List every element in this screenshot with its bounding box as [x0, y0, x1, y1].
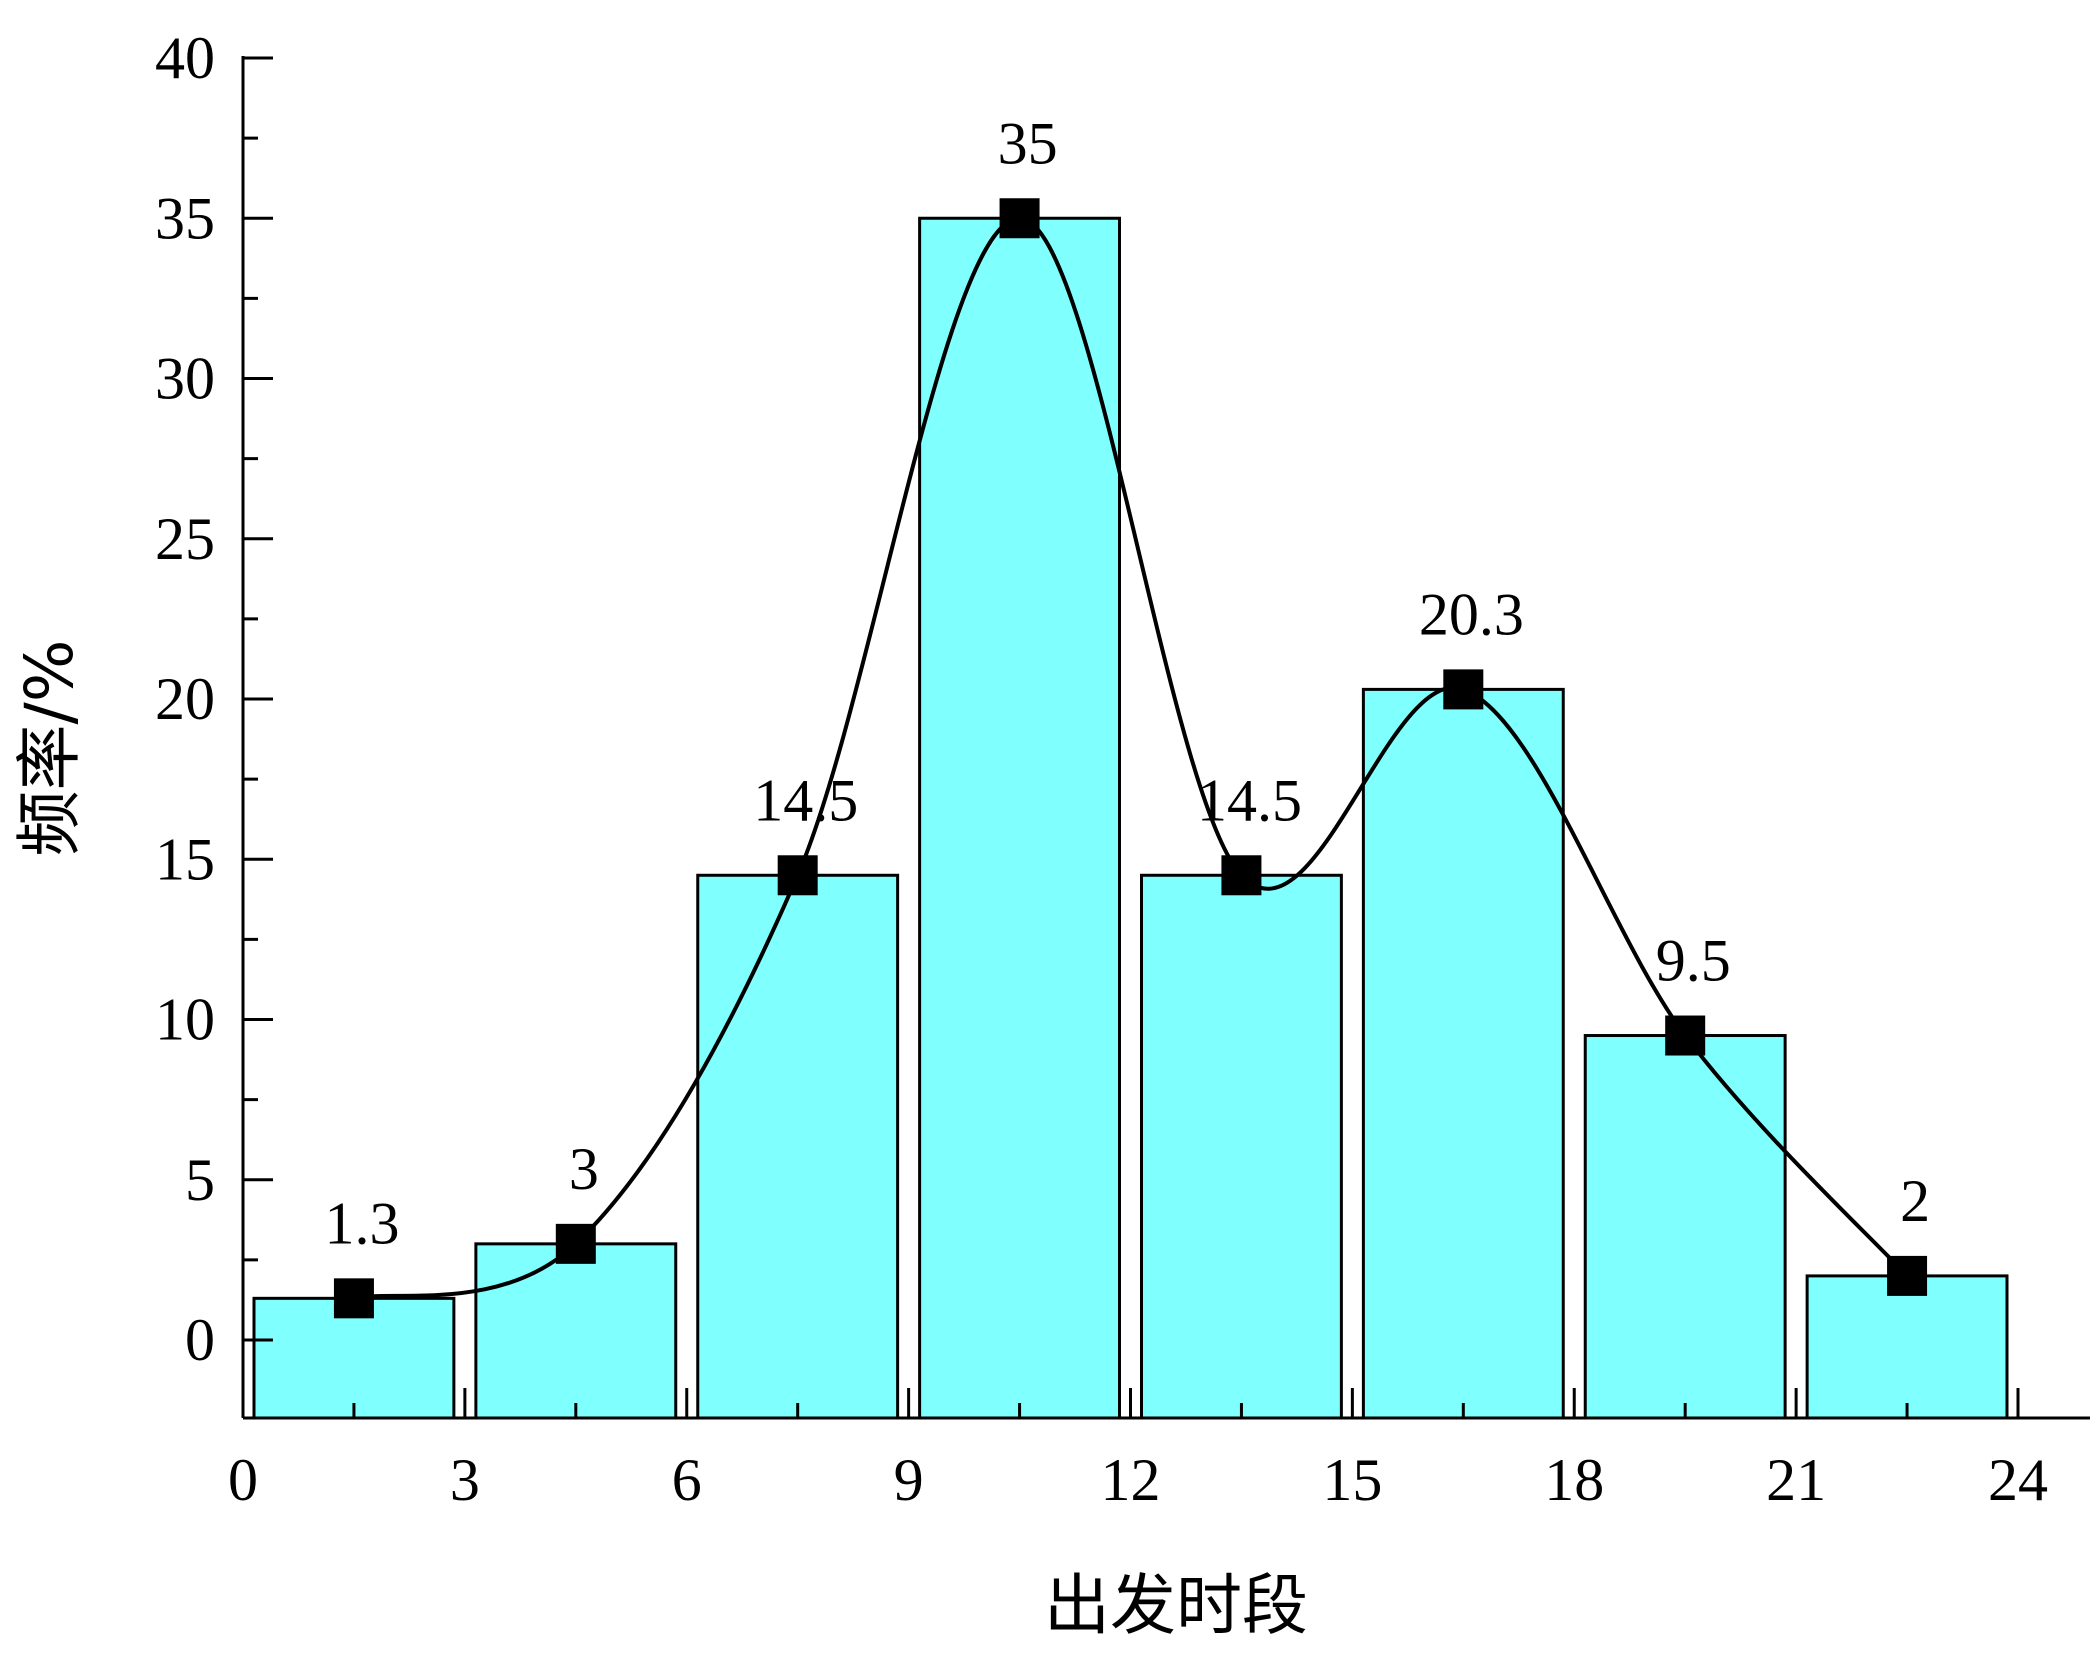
data-label: 9.5: [1656, 928, 1731, 994]
data-point-marker: [999, 198, 1040, 239]
x-axis-title: 出发时段: [1044, 1567, 1308, 1644]
data-point-marker: [1887, 1255, 1928, 1296]
y-axis-title: 频率/%: [11, 640, 88, 857]
x-tick-label: 0: [228, 1447, 258, 1513]
x-tick-label: 9: [894, 1447, 924, 1513]
x-tick-label: 6: [672, 1447, 702, 1513]
data-point-marker: [1221, 855, 1262, 896]
markers-layer: [333, 198, 1928, 1319]
y-tick-label: 0: [185, 1307, 215, 1373]
bar: [1361, 687, 1565, 1420]
y-tick-label: 25: [155, 506, 215, 572]
bar: [918, 216, 1121, 1420]
x-tick-label: 24: [1988, 1447, 2048, 1513]
x-tick-label: 18: [1544, 1447, 1604, 1513]
data-point-marker: [333, 1278, 374, 1319]
x-tick-label: 21: [1766, 1447, 1826, 1513]
labels-layer: 1.3 3 14.5 35 14.5 20.3 9.5 2: [324, 110, 1930, 1256]
bars-layer: [252, 216, 2009, 1420]
axes-layer: 0 5 10 15 20 25 30 35 40 0 3 6 9 12 15 18 21 24: [155, 25, 2090, 1513]
data-label: 14.5: [1197, 767, 1302, 833]
data-label: 35: [998, 110, 1058, 176]
data-label: 14.5: [753, 767, 858, 833]
y-tick-label: 40: [155, 25, 215, 91]
data-label: 1.3: [324, 1190, 399, 1256]
x-tick-label: 12: [1101, 1447, 1161, 1513]
y-tick-label: 20: [155, 666, 215, 732]
data-label: 20.3: [1419, 581, 1524, 647]
bar: [474, 1242, 678, 1420]
data-label: 2: [1900, 1168, 1930, 1234]
bar: [1583, 1034, 1787, 1420]
bar: [1805, 1274, 2009, 1420]
y-tick-label: 30: [155, 346, 215, 412]
y-tick-label: 15: [155, 826, 215, 892]
fit-curve: [353, 216, 1909, 1301]
curve-layer: [353, 216, 1909, 1301]
bar: [696, 873, 900, 1420]
data-point-marker: [555, 1223, 596, 1264]
data-point-marker: [777, 855, 818, 896]
y-tick-label: 35: [155, 185, 215, 251]
x-tick-label: 3: [450, 1447, 480, 1513]
y-tick-label: 5: [185, 1147, 215, 1213]
data-label: 3: [569, 1136, 599, 1202]
bar: [1140, 873, 1343, 1420]
data-point-marker: [1665, 1015, 1706, 1056]
data-point-marker: [1443, 669, 1484, 710]
x-tick-label: 15: [1322, 1447, 1382, 1513]
y-tick-label: 10: [155, 987, 215, 1053]
